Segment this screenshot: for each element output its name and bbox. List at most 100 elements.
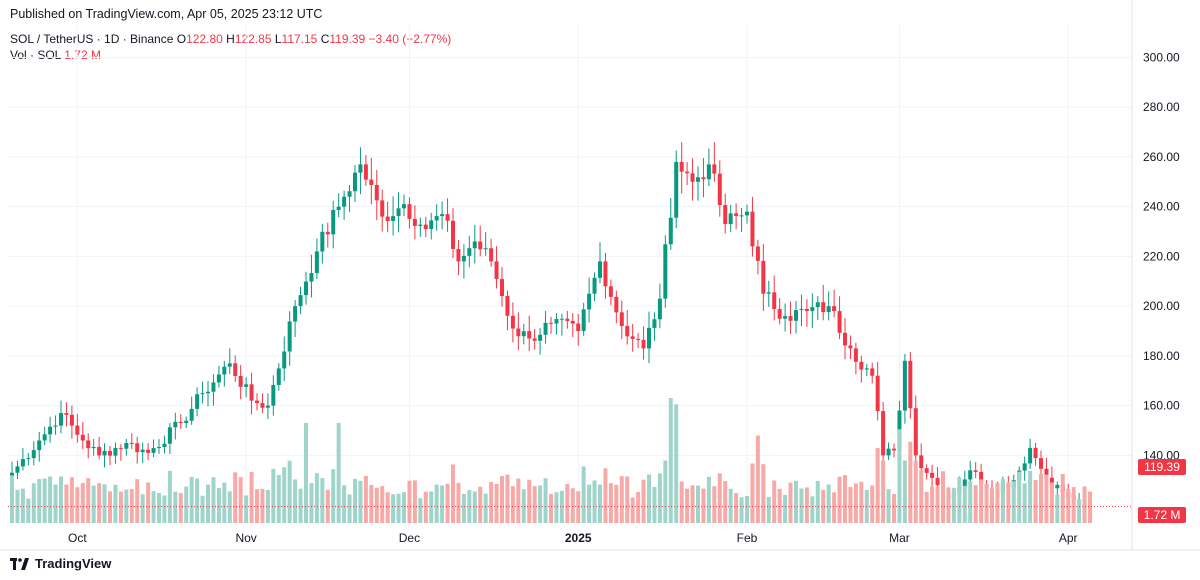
candle-body [864,368,869,370]
volume-bar [483,493,488,523]
candle-body [48,426,53,435]
volume-bar [347,494,352,523]
candle-body [31,450,36,459]
volume-bar [897,429,902,523]
volume-bar [908,441,913,523]
volume-bar [794,480,798,523]
volume-bar [1060,473,1065,523]
volume-bar [717,473,722,523]
volume-bar [1055,494,1060,523]
volume-bar [385,492,390,523]
candle-body [86,440,91,449]
volume-bar [647,474,651,523]
symbol-label[interactable]: SOL / TetherUS · 1D · Binance [10,32,174,46]
volume-bar [598,484,602,523]
candle-body [810,307,815,312]
candle-body [979,471,984,485]
volume-bar [167,470,172,523]
candle-body [510,315,515,329]
volume-bar [614,484,619,523]
candle-body [456,249,461,262]
candle-body [489,248,494,262]
volume-bar [129,488,134,523]
candle-body [75,425,80,435]
volume-bar [282,467,287,523]
candle-body [184,420,189,424]
candle-body [347,191,352,197]
candle-body [59,413,63,426]
high-value: 122.85 [234,32,272,46]
volume-bar [886,489,891,523]
candle-body [189,408,194,421]
volume-bar [772,480,777,523]
candle-body [581,309,586,332]
volume-bar [902,460,907,523]
published-text: Published on TradingView.com, Apr 05, 20… [10,7,323,21]
candle-body [739,215,744,217]
candle-body [244,384,249,387]
candle-body [647,327,651,349]
candle-body [325,231,330,235]
volume-bar [826,484,831,523]
candle-body [630,336,635,339]
volume-bar [892,494,896,523]
volume-bar [1022,483,1027,523]
x-tick-label: Feb [737,531,758,545]
candle-body [902,360,907,411]
volume-bar [696,485,700,523]
volume-bar [657,473,662,523]
legend: SOL / TetherUS · 1D · Binance O122.80 H1… [10,31,451,63]
candle-body [968,470,973,480]
volume-bar [935,486,940,523]
tradingview-logo-icon [10,557,29,570]
volume-bar [663,460,668,523]
candle-body [255,400,259,404]
volume-bar [304,423,308,523]
candle-body [195,394,200,409]
volume-bar [135,479,140,523]
candle-body [385,216,390,222]
volume-bar [619,476,624,523]
candle-body [461,255,466,262]
footer-brand[interactable]: TradingView [10,556,111,571]
candle-body [178,421,183,424]
volume-bar [804,487,809,523]
candle-body [331,209,336,235]
volume-label[interactable]: Vol · SOL [10,48,61,62]
volume-bar [461,493,466,523]
volume-bar [451,464,455,523]
candle-body [500,279,504,297]
candle-body [233,363,238,376]
volume-bar [919,469,924,523]
volume-bar [309,483,314,523]
volume-bar [570,488,575,523]
volume-bar [930,486,935,523]
candle-body [663,244,668,299]
volume-bar [189,476,194,523]
volume-bar [249,471,254,523]
candle-body [843,332,847,346]
volume-row: Vol · SOL 1.72 M [10,47,451,63]
candle-body [745,211,749,216]
volume-bar [521,489,526,523]
volume-bar [146,482,151,523]
volume-bar [59,476,63,523]
volume-bar [206,484,210,523]
candle-body [973,470,978,472]
volume-bar [766,496,771,523]
volume-bar [1049,482,1054,523]
candle-body [652,319,657,328]
candle-body [124,442,129,449]
volume-bar [543,478,548,523]
volume-bar [1082,486,1087,523]
candle-body [723,205,728,225]
volume-bar [118,491,123,523]
volume-bar [342,485,347,523]
volume-bar [973,485,978,523]
volume-bar [701,488,706,523]
volume-bar [75,487,80,523]
candle-body [696,177,700,182]
volume-bar [581,466,586,523]
volume-bar [636,491,641,523]
